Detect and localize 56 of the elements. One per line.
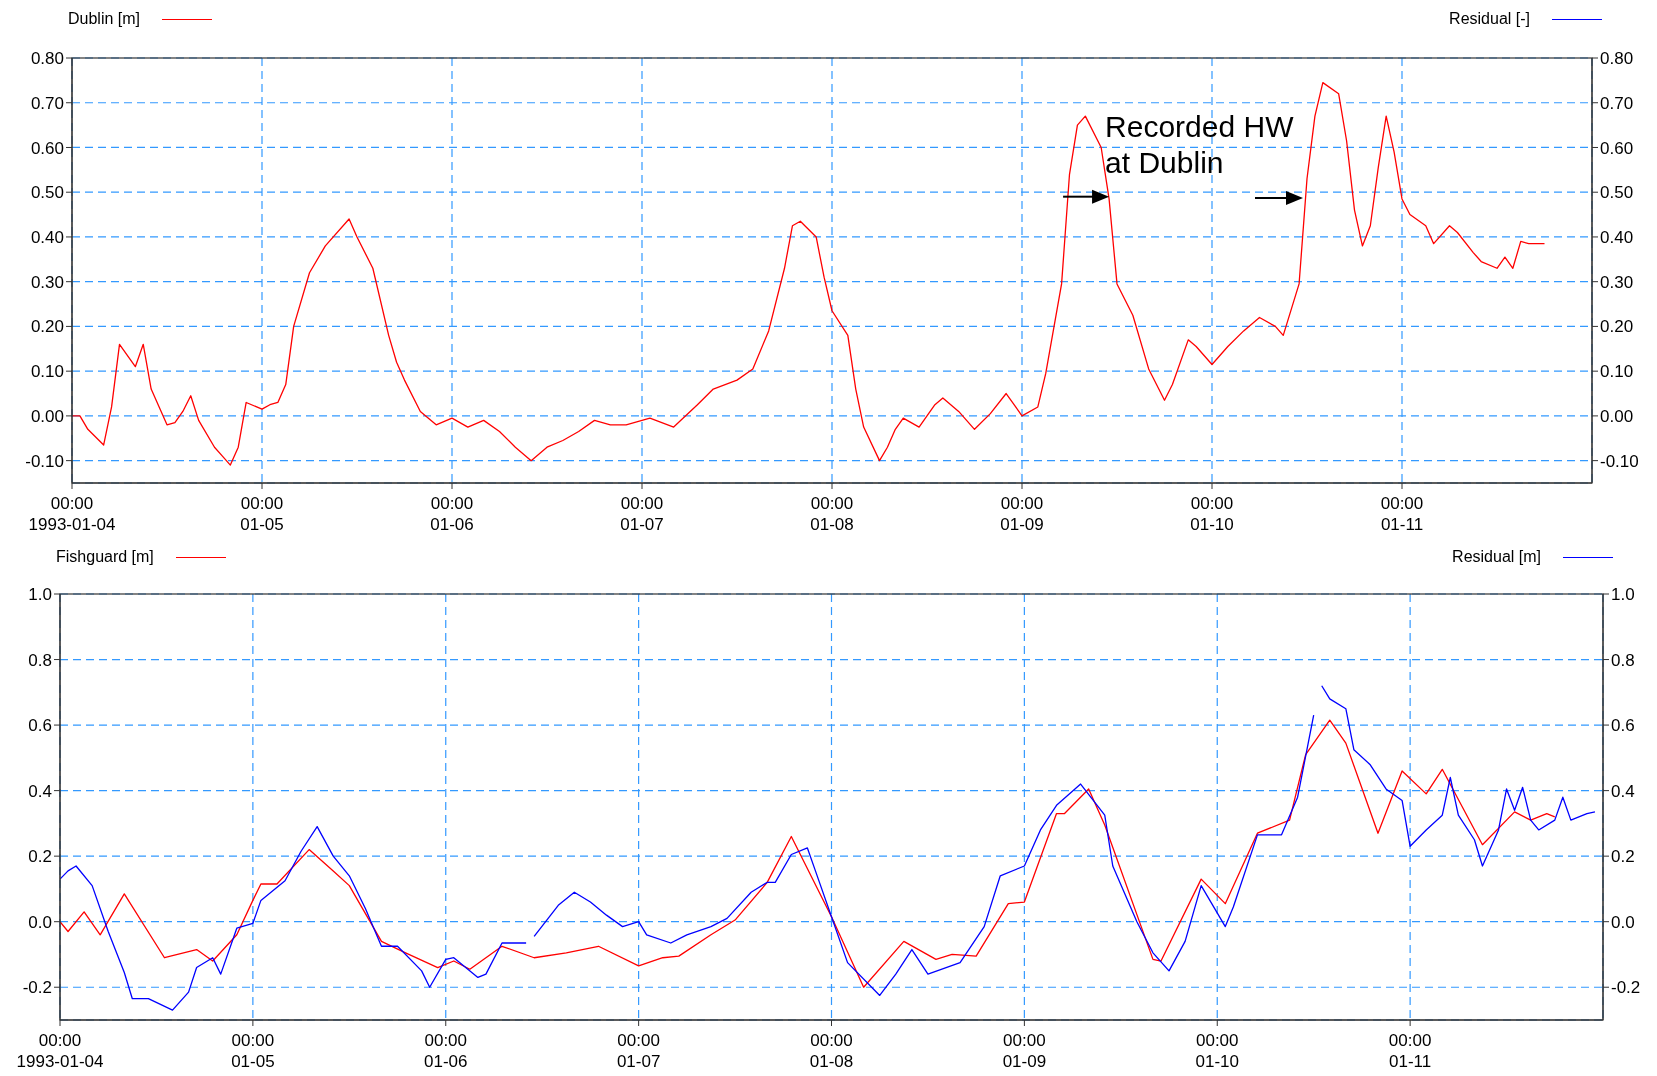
legend-label: Fishguard [m] [56, 548, 154, 566]
x-tick-label: 00:00 01-10 [1190, 494, 1234, 534]
y2-tick-label: -0.10 [1600, 451, 1639, 471]
y2-tick-label: 0.6 [1611, 716, 1635, 736]
y-tick-label: -0.10 [25, 451, 64, 471]
x-tick-label: 00:00 01-10 [1195, 1031, 1239, 1071]
y2-tick-label: 0.8 [1611, 650, 1635, 670]
y-tick-label: 0.00 [30, 406, 64, 426]
annotation: Recorded HW at Dublin [1105, 108, 1295, 181]
legend-label: Dublin [m] [68, 10, 141, 28]
x-tick-label: 00:00 1993-01-04 [16, 1031, 104, 1071]
x-tick-label: 00:00 01-09 [1000, 494, 1044, 534]
y2-tick-label: 0.10 [1600, 362, 1634, 382]
y2-tick-label: 0.20 [1600, 317, 1634, 337]
y2-tick-label: 0.0 [1611, 912, 1635, 932]
y2-tick-label: 0.00 [1600, 406, 1634, 426]
x-tick-label: 00:00 01-06 [424, 1031, 468, 1071]
x-tick-label: 00:00 01-07 [616, 1031, 661, 1071]
x-tick-label: 00:00 01-11 [1380, 494, 1424, 534]
y-tick-label: 1.0 [28, 585, 52, 605]
y-tick-label: 0.2 [28, 847, 52, 867]
y2-tick-label: 0.40 [1600, 227, 1634, 247]
x-tick-label: 00:00 01-05 [231, 1031, 275, 1071]
x-tick-label: 00:00 01-08 [810, 494, 854, 534]
y-tick-label: 0.80 [30, 49, 64, 69]
y-tick-label: 0.20 [30, 317, 64, 337]
y-tick-label: 0.6 [28, 716, 52, 736]
y-tick-label: 0.0 [28, 912, 52, 932]
y2-tick-label: 0.4 [1611, 781, 1635, 801]
y-tick-label: 0.4 [28, 781, 52, 801]
y-tick-label: 0.50 [30, 183, 64, 203]
y2-tick-label: 0.30 [1600, 272, 1634, 292]
y2-tick-label: 0.60 [1600, 138, 1634, 158]
y-tick-label: 0.60 [30, 138, 64, 158]
x-tick-label: 00:00 01-05 [240, 494, 284, 534]
x-tick-label: 00:00 01-11 [1388, 1031, 1432, 1071]
x-tick-label: 00:00 01-08 [809, 1031, 854, 1071]
y2-tick-label: 0.2 [1611, 847, 1635, 867]
y-tick-label: -0.2 [22, 978, 52, 998]
legend-label: Residual [m] [1452, 548, 1541, 566]
x-tick-label: 00:00 1993-01-04 [28, 494, 116, 534]
x-tick-label: 00:00 01-06 [430, 494, 474, 534]
y2-tick-label: 0.70 [1600, 93, 1634, 113]
y2-tick-label: 1.0 [1611, 585, 1635, 605]
x-tick-label: 00:00 01-07 [620, 494, 664, 534]
y-tick-label: 0.40 [30, 227, 64, 247]
y-tick-label: 0.8 [28, 650, 52, 670]
y-tick-label: 0.30 [30, 272, 64, 292]
y2-tick-label: 0.50 [1600, 183, 1634, 203]
legend-label: Residual [-] [1449, 10, 1530, 28]
y-tick-label: 0.70 [30, 93, 64, 113]
line-series [60, 719, 1556, 988]
y-tick-label: 0.10 [30, 362, 64, 382]
y2-tick-label: 0.80 [1600, 49, 1634, 69]
y2-tick-label: -0.2 [1611, 978, 1641, 998]
x-tick-label: 00:00 01-09 [1002, 1031, 1047, 1071]
